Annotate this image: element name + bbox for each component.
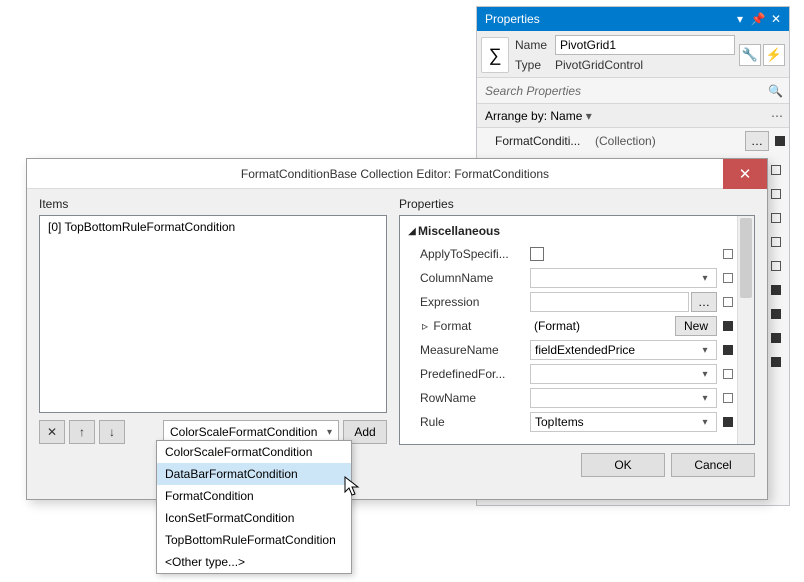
dropdown-item[interactable]: ColorScaleFormatCondition [157,441,351,463]
type-dropdown[interactable]: ColorScaleFormatCondition DataBarFormatC… [156,440,352,574]
prop-format: ▹ Format (Format) New [402,314,737,338]
marker-icon [723,369,733,379]
marker-icon [775,136,785,146]
name-label: Name [515,38,555,52]
chevron-down-icon[interactable]: ▾ [698,369,712,380]
marker-icon [723,321,733,331]
measurename-field[interactable]: fieldExtendedPrice▾ [530,340,717,360]
wrench-button[interactable]: 🔧 [739,44,761,66]
chevron-down-icon[interactable]: ▾ [698,273,712,284]
scrollbar-thumb[interactable] [740,218,752,298]
format-new-button[interactable]: New [675,316,717,336]
move-up-button[interactable]: ↑ [69,420,95,444]
sigma-icon: ∑ [481,37,509,73]
rowname-field[interactable]: ▾ [530,388,717,408]
marker-icon [723,417,733,427]
prop-applytospecific: ApplyToSpecifi... [402,242,737,266]
vertical-scrollbar[interactable] [737,216,754,444]
chevron-down-icon: ▾ [327,427,332,438]
prop-columnname: ColumnName ▾ [402,266,737,290]
chevron-down-icon[interactable]: ▾ [731,12,749,26]
prop-rowname: RowName ▾ [402,386,737,410]
close-button[interactable]: ✕ [723,159,767,189]
marker-icon [723,273,733,283]
columnname-field[interactable]: ▾ [530,268,717,288]
dialog-footer: OK Cancel [27,445,767,489]
dropdown-item[interactable]: IconSetFormatCondition [157,507,351,529]
remove-button[interactable]: ✕ [39,420,65,444]
formatconditions-value: (Collection) [595,134,745,148]
dialog-title: FormatConditionBase Collection Editor: F… [27,167,723,181]
ok-button[interactable]: OK [581,453,665,477]
combobox-value: ColorScaleFormatCondition [170,425,327,439]
arrange-label: Arrange by: Name ▾ [485,109,771,123]
properties-label: Properties [399,197,755,211]
dropdown-item[interactable]: FormatCondition [157,485,351,507]
type-label: Type [515,58,555,72]
close-icon[interactable]: ✕ [767,12,785,26]
marker-icon [723,297,733,307]
pin-icon[interactable]: 📌 [749,12,767,26]
list-item[interactable]: [0] TopBottomRuleFormatCondition [42,218,384,236]
arrange-row[interactable]: Arrange by: Name ▾ ⋯ [477,104,789,128]
format-value: (Format) [530,319,673,333]
expression-ellipsis-button[interactable]: … [691,292,717,312]
items-label: Items [39,197,387,211]
formatconditions-label: FormatConditi... [495,134,595,148]
properties-titlebar: Properties ▾ 📌 ✕ [477,7,789,31]
prop-expression: Expression … [402,290,737,314]
items-listbox[interactable]: [0] TopBottomRuleFormatCondition [39,215,387,413]
marker-icon [723,249,733,259]
category-miscellaneous[interactable]: ◢ Miscellaneous [402,220,737,242]
marker-icon [723,393,733,403]
chevron-down-icon[interactable]: ▾ [698,345,712,356]
properties-header: ∑ Name Type PivotGridControl 🔧 ⚡ [477,31,789,78]
prop-predefinedformat: PredefinedFor... ▾ [402,362,737,386]
property-grid: ◢ Miscellaneous ApplyToSpecifi... Column… [399,215,755,445]
dialog-titlebar[interactable]: FormatConditionBase Collection Editor: F… [27,159,767,189]
search-row[interactable]: Search Properties 🔍 [477,78,789,104]
chevron-down-icon[interactable]: ▾ [698,393,712,404]
collection-editor-dialog: FormatConditionBase Collection Editor: F… [26,158,768,500]
dropdown-item[interactable]: DataBarFormatCondition [157,463,351,485]
ellipsis-button[interactable]: … [745,131,769,151]
search-icon[interactable]: 🔍 [768,84,783,98]
cancel-button[interactable]: Cancel [671,453,755,477]
predefined-field[interactable]: ▾ [530,364,717,384]
move-down-button[interactable]: ↓ [99,420,125,444]
arrange-more-icon[interactable]: ⋯ [771,109,783,123]
rule-field[interactable]: TopItems▾ [530,412,717,432]
prop-measurename: MeasureName fieldExtendedPrice▾ [402,338,737,362]
lightning-button[interactable]: ⚡ [763,44,785,66]
applyto-checkbox[interactable] [530,247,544,261]
prop-rule: Rule TopItems▾ [402,410,737,434]
type-value: PivotGridControl [555,58,643,72]
marker-icon [723,345,733,355]
name-type-block: Name Type PivotGridControl [515,35,735,75]
dropdown-item[interactable]: <Other type...> [157,551,351,573]
expression-field[interactable] [530,292,689,312]
chevron-down-icon[interactable]: ▾ [698,417,712,428]
name-input[interactable] [555,35,735,55]
dropdown-item[interactable]: TopBottomRuleFormatCondition [157,529,351,551]
collapse-icon[interactable]: ◢ [406,226,418,237]
search-placeholder: Search Properties [485,84,768,98]
properties-title: Properties [485,12,731,26]
formatconditions-row[interactable]: FormatConditi... (Collection) … [477,128,789,154]
